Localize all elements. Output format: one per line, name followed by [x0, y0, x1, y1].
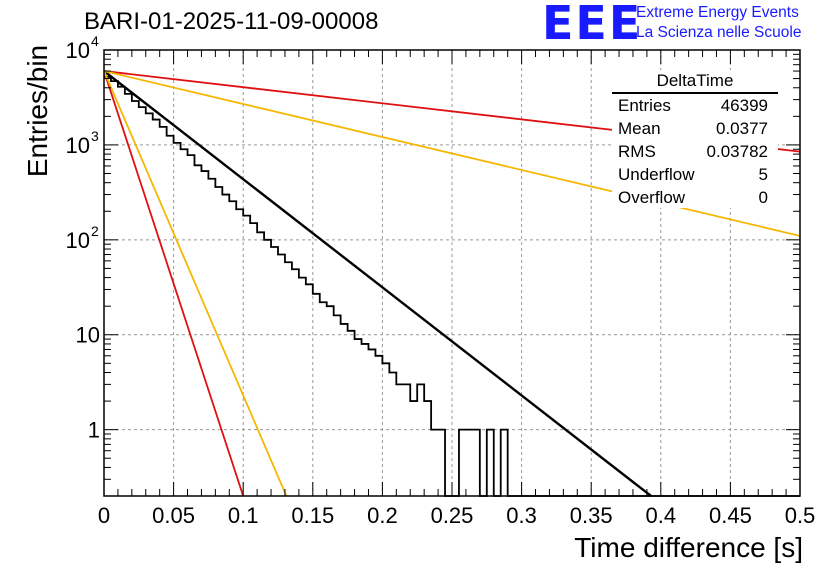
x-tick-label: 0.25 — [431, 503, 474, 528]
y-tick-exponent: 3 — [91, 128, 99, 144]
stats-value: 5 — [758, 165, 768, 184]
stats-key: Entries — [618, 96, 671, 115]
eee-logo: EEE — [542, 0, 643, 50]
stats-value: 46399 — [720, 96, 768, 115]
stats-value: 0 — [758, 188, 768, 207]
stats-value: 0.03782 — [706, 142, 768, 161]
stats-row-overflow: Overflow 0 — [612, 186, 778, 209]
y-tick-exponent: 4 — [91, 33, 99, 49]
fit-curve-red-steep — [104, 70, 245, 496]
stats-key: Underflow — [618, 165, 695, 184]
x-tick-label: 0.2 — [367, 503, 398, 528]
x-tick-label: 0.05 — [152, 503, 195, 528]
y-tick-label: 10 — [76, 323, 100, 348]
y-axis-label: Entries/bin — [22, 44, 53, 178]
stats-row-rms: RMS 0.03782 — [612, 140, 778, 163]
eee-subtitle-2: La Scienza nelle Scuole — [636, 24, 802, 41]
x-tick-label: 0.45 — [709, 503, 752, 528]
x-axis-label: Time difference [s] — [574, 532, 803, 563]
x-tick-label: 0.1 — [228, 503, 259, 528]
fit-curve-yellow-steep — [104, 70, 288, 496]
eee-subtitle-1: Extreme Energy Events — [636, 4, 799, 21]
stats-value: 0.0377 — [716, 119, 768, 138]
stats-row-mean: Mean 0.0377 — [612, 117, 778, 140]
axes: 0 0.05 0.1 0.15 0.2 0.25 0.3 0.35 0.4 0.45 0.5 1 10 1… — [66, 33, 816, 528]
y-tick-label: 1 — [88, 418, 100, 443]
x-tick-label: 0 — [98, 503, 110, 528]
x-tick-label: 0.4 — [646, 503, 677, 528]
fit-curve-yellow-flat — [104, 70, 800, 237]
y-tick-label: 10 — [66, 228, 90, 253]
x-tick-label: 0.5 — [785, 503, 816, 528]
stats-key: Overflow — [618, 188, 686, 207]
x-tick-label: 0.35 — [570, 503, 613, 528]
stats-key: RMS — [618, 142, 656, 161]
stats-key: Mean — [618, 119, 661, 138]
stats-row-entries: Entries 46399 — [612, 94, 778, 117]
chart-title: BARI-01-2025-11-09-00008 — [84, 8, 379, 35]
stats-box: DeltaTime Entries 46399 Mean 0.0377 RMS … — [612, 70, 778, 208]
stats-row-underflow: Underflow 5 — [612, 163, 778, 186]
x-tick-label: 0.15 — [291, 503, 334, 528]
y-tick-label: 10 — [66, 133, 90, 158]
y-tick-exponent: 2 — [91, 223, 99, 239]
y-tick-label: 10 — [66, 38, 90, 63]
fit-curve-fit — [104, 70, 652, 496]
stats-title: DeltaTime — [612, 70, 778, 94]
x-tick-label: 0.3 — [506, 503, 537, 528]
